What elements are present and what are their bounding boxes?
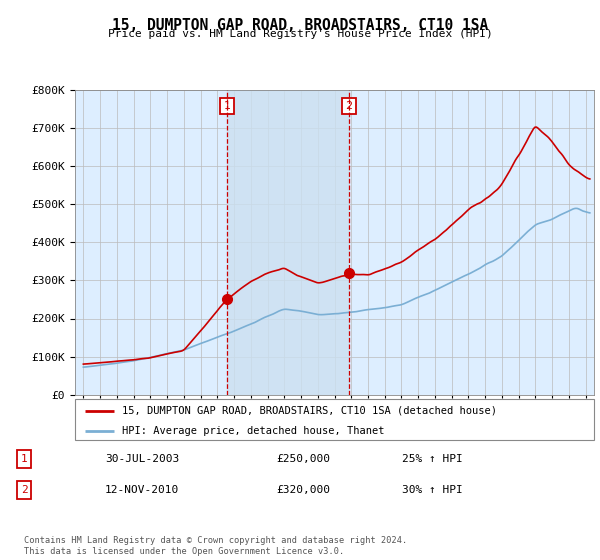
FancyBboxPatch shape [75,399,594,440]
Bar [227,90,349,395]
Text: 12-NOV-2010: 12-NOV-2010 [105,485,179,495]
Text: 15, DUMPTON GAP ROAD, BROADSTAIRS, CT10 1SA (detached house): 15, DUMPTON GAP ROAD, BROADSTAIRS, CT10 … [122,405,497,416]
Text: 2: 2 [20,485,28,495]
Text: 1: 1 [224,101,230,111]
Text: 30% ↑ HPI: 30% ↑ HPI [402,485,463,495]
Text: 25% ↑ HPI: 25% ↑ HPI [402,454,463,464]
Text: 1: 1 [20,454,28,464]
Text: £320,000: £320,000 [276,485,330,495]
Text: 30-JUL-2003: 30-JUL-2003 [105,454,179,464]
Text: £250,000: £250,000 [276,454,330,464]
Text: Contains HM Land Registry data © Crown copyright and database right 2024.
This d: Contains HM Land Registry data © Crown c… [24,536,407,556]
Text: 2: 2 [346,101,353,111]
Text: Price paid vs. HM Land Registry's House Price Index (HPI): Price paid vs. HM Land Registry's House … [107,29,493,39]
Text: 15, DUMPTON GAP ROAD, BROADSTAIRS, CT10 1SA: 15, DUMPTON GAP ROAD, BROADSTAIRS, CT10 … [112,18,488,33]
Text: HPI: Average price, detached house, Thanet: HPI: Average price, detached house, Than… [122,426,384,436]
